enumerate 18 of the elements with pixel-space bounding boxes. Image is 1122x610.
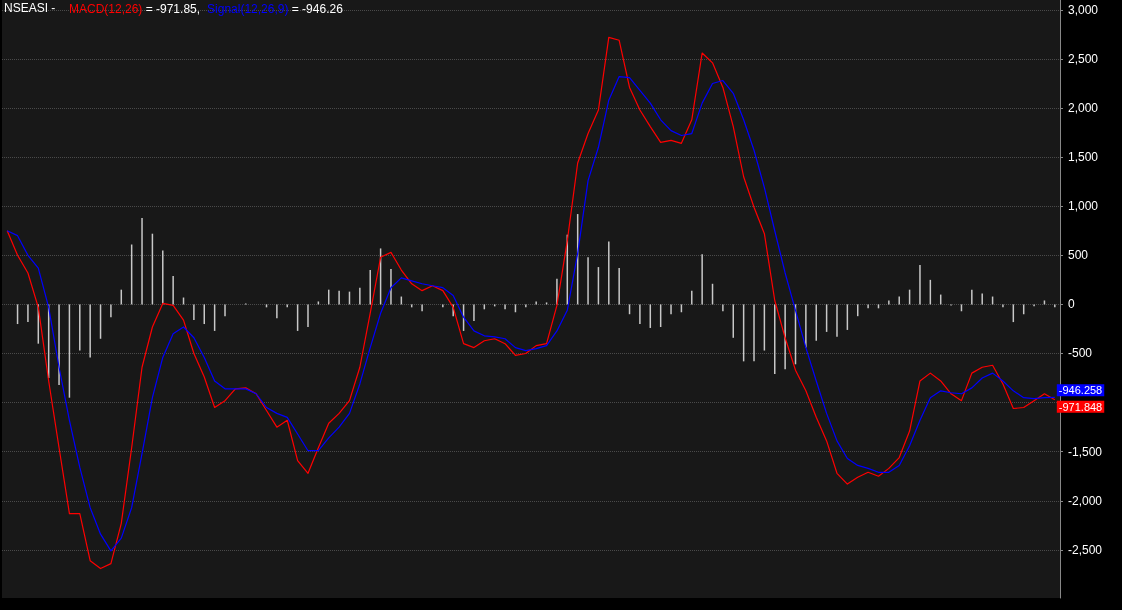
text: MACD(12,26) bbox=[69, 2, 146, 16]
y-tick-label: 2,000 bbox=[1068, 101, 1099, 116]
y-tick-label: 500 bbox=[1068, 248, 1089, 263]
y-tick-label: -2,000 bbox=[1068, 493, 1103, 508]
data-label: -946.258 bbox=[1058, 384, 1103, 397]
text: Signal(12,26,9) bbox=[207, 2, 292, 16]
y-tick-label: 2,500 bbox=[1068, 51, 1099, 66]
chart-title: NSEASI - bbox=[4, 1, 56, 15]
y-tick-label: -2,500 bbox=[1068, 542, 1103, 557]
data-label: -971.848 bbox=[1058, 400, 1103, 413]
y-tick-label: 3,000 bbox=[1068, 2, 1099, 17]
y-tick-label: -1,500 bbox=[1068, 444, 1103, 459]
annotation: = -971.85, bbox=[145, 2, 201, 16]
y-tick-label: -500 bbox=[1068, 346, 1093, 361]
y-tick-label: 1,500 bbox=[1068, 150, 1099, 165]
y-tick-label: 0 bbox=[1068, 297, 1075, 312]
y-tick-label: 1,000 bbox=[1068, 199, 1099, 214]
annotation: = -946.26 bbox=[291, 2, 344, 16]
